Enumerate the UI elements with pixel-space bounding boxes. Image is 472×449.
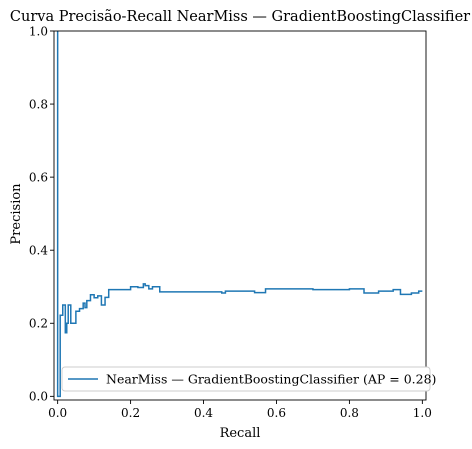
- y-tick-label: 1.0: [29, 24, 48, 38]
- x-tick-label: 0.6: [267, 406, 286, 420]
- y-tick-label: 0.4: [29, 244, 48, 258]
- chart-title: Curva Precisão-Recall NearMiss — Gradien…: [10, 9, 470, 25]
- y-axis-label: Precision: [9, 183, 24, 245]
- y-tick-label: 0.6: [29, 170, 48, 184]
- x-tick-label: 0.0: [48, 406, 67, 420]
- y-tick-label: 0.2: [29, 317, 48, 331]
- legend: NearMiss — GradientBoostingClassifier (A…: [61, 366, 436, 392]
- x-tick-label: 0.2: [121, 406, 140, 420]
- x-axis-label: Recall: [220, 426, 261, 441]
- legend-label: NearMiss — GradientBoostingClassifier (A…: [106, 372, 436, 387]
- y-tick-label: 0.0: [29, 390, 48, 404]
- axis-ticks: 0.0 0.2 0.4 0.6 0.8 1.0 0.0 0.2 0.4 0.6 0.8 1.0: [29, 24, 432, 420]
- axes-frame: [53, 30, 427, 401]
- legend-box: [61, 366, 431, 392]
- pr-curve-line: [56, 31, 423, 398]
- plot-area: [56, 31, 423, 398]
- x-tick-label: 0.8: [340, 406, 359, 420]
- y-tick-label: 0.8: [29, 97, 48, 111]
- x-tick-label: 0.4: [194, 406, 213, 420]
- x-tick-label: 1.0: [413, 406, 432, 420]
